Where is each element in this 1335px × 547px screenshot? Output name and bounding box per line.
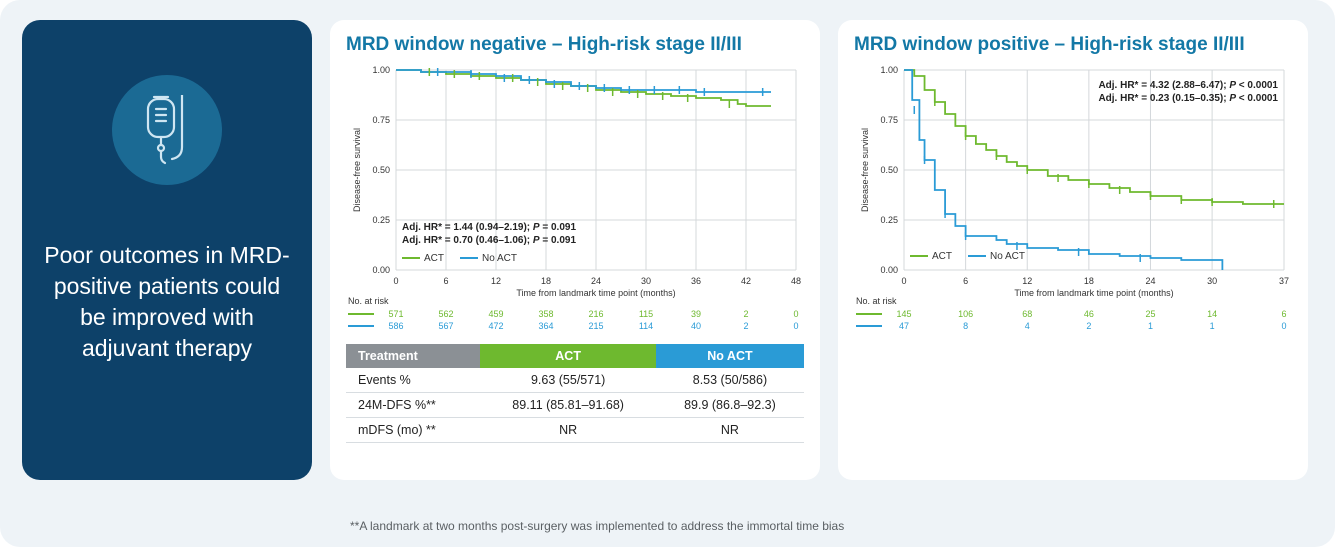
table-header: No ACT xyxy=(656,344,804,368)
footnote: **A landmark at two months post-surgery … xyxy=(350,519,844,533)
svg-text:145: 145 xyxy=(896,309,911,319)
svg-text:39: 39 xyxy=(691,309,701,319)
svg-text:1: 1 xyxy=(1210,321,1215,331)
table-row: mDFS (mo) **NRNR xyxy=(346,418,804,443)
svg-text:571: 571 xyxy=(388,309,403,319)
svg-text:Adj. HR* = 4.32 (2.88–6.47); P: Adj. HR* = 4.32 (2.88–6.47); P < 0.0001 xyxy=(1098,80,1278,91)
svg-text:6: 6 xyxy=(1281,309,1286,319)
summary-text: Poor outcomes in MRD-positive patients c… xyxy=(22,240,312,364)
svg-text:0: 0 xyxy=(793,321,798,331)
table-row: 24M-DFS %**89.11 (85.81–91.68)89.9 (86.8… xyxy=(346,393,804,418)
svg-text:2: 2 xyxy=(743,321,748,331)
svg-text:115: 115 xyxy=(639,309,653,319)
svg-text:2: 2 xyxy=(1086,321,1091,331)
svg-text:Adj. HR* = 0.23 (0.15–0.35); P: Adj. HR* = 0.23 (0.15–0.35); P < 0.0001 xyxy=(1098,93,1278,104)
svg-text:0.00: 0.00 xyxy=(372,265,390,275)
svg-text:14: 14 xyxy=(1207,309,1217,319)
svg-text:4: 4 xyxy=(1025,321,1030,331)
infographic-container: Poor outcomes in MRD-positive patients c… xyxy=(0,0,1335,547)
svg-text:68: 68 xyxy=(1022,309,1032,319)
table-header: ACT xyxy=(480,344,655,368)
svg-text:37: 37 xyxy=(1279,276,1289,286)
svg-text:0.75: 0.75 xyxy=(372,115,390,125)
panel-title-positive: MRD window positive – High-risk stage II… xyxy=(854,34,1292,56)
svg-text:0: 0 xyxy=(393,276,398,286)
svg-text:48: 48 xyxy=(791,276,801,286)
svg-text:Adj. HR* = 1.44 (0.94–2.19); P: Adj. HR* = 1.44 (0.94–2.19); P = 0.091 xyxy=(402,222,576,233)
iv-bag-icon xyxy=(136,95,198,165)
svg-text:Disease-free survival: Disease-free survival xyxy=(860,128,870,212)
svg-text:472: 472 xyxy=(488,321,503,331)
svg-text:ACT: ACT xyxy=(424,253,444,264)
svg-text:42: 42 xyxy=(741,276,751,286)
svg-text:114: 114 xyxy=(639,321,653,331)
svg-text:586: 586 xyxy=(388,321,403,331)
svg-text:30: 30 xyxy=(1207,276,1217,286)
svg-text:40: 40 xyxy=(691,321,701,331)
svg-text:0.00: 0.00 xyxy=(880,265,898,275)
table-row: Events %9.63 (55/571)8.53 (50/586) xyxy=(346,368,804,393)
svg-text:6: 6 xyxy=(963,276,968,286)
svg-text:24: 24 xyxy=(591,276,601,286)
table-negative: TreatmentACTNo ACT Events %9.63 (55/571)… xyxy=(346,344,804,443)
svg-text:No. at risk: No. at risk xyxy=(348,296,389,306)
svg-text:36: 36 xyxy=(691,276,701,286)
svg-text:106: 106 xyxy=(958,309,973,319)
summary-card: Poor outcomes in MRD-positive patients c… xyxy=(22,20,312,480)
svg-text:567: 567 xyxy=(438,321,453,331)
svg-text:0.75: 0.75 xyxy=(880,115,898,125)
svg-text:0.25: 0.25 xyxy=(880,215,898,225)
km-chart-positive: 0.000.250.500.751.00061218243037Disease-… xyxy=(854,60,1292,338)
svg-text:0.25: 0.25 xyxy=(372,215,390,225)
svg-text:0.50: 0.50 xyxy=(372,165,390,175)
svg-text:215: 215 xyxy=(588,321,603,331)
panel-title-negative: MRD window negative – High-risk stage II… xyxy=(346,34,804,56)
svg-text:ACT: ACT xyxy=(932,251,952,262)
svg-text:8: 8 xyxy=(963,321,968,331)
svg-text:1: 1 xyxy=(1148,321,1153,331)
svg-text:Disease-free survival: Disease-free survival xyxy=(352,128,362,212)
svg-text:6: 6 xyxy=(443,276,448,286)
svg-text:0: 0 xyxy=(793,309,798,319)
svg-text:216: 216 xyxy=(588,309,603,319)
svg-text:2: 2 xyxy=(743,309,748,319)
svg-text:Time from landmark time point: Time from landmark time point (months) xyxy=(1014,288,1173,298)
svg-text:47: 47 xyxy=(899,321,909,331)
svg-text:459: 459 xyxy=(488,309,503,319)
svg-text:0.50: 0.50 xyxy=(880,165,898,175)
svg-text:12: 12 xyxy=(1022,276,1032,286)
svg-text:0: 0 xyxy=(901,276,906,286)
km-chart-negative: 0.000.250.500.751.000612182430364248Dise… xyxy=(346,60,804,338)
svg-text:Time from landmark time point: Time from landmark time point (months) xyxy=(516,288,675,298)
svg-text:1.00: 1.00 xyxy=(372,65,390,75)
svg-text:No ACT: No ACT xyxy=(990,251,1025,262)
svg-text:1.00: 1.00 xyxy=(880,65,898,75)
svg-text:562: 562 xyxy=(438,309,453,319)
svg-text:46: 46 xyxy=(1084,309,1094,319)
svg-text:30: 30 xyxy=(641,276,651,286)
svg-text:364: 364 xyxy=(538,321,553,331)
svg-text:18: 18 xyxy=(541,276,551,286)
panel-mrd-negative: MRD window negative – High-risk stage II… xyxy=(330,20,820,480)
svg-text:358: 358 xyxy=(538,309,553,319)
iv-bag-icon-circle xyxy=(112,75,222,185)
panel-mrd-positive: MRD window positive – High-risk stage II… xyxy=(838,20,1308,480)
svg-text:No ACT: No ACT xyxy=(482,253,517,264)
svg-text:25: 25 xyxy=(1145,309,1155,319)
svg-text:12: 12 xyxy=(491,276,501,286)
svg-text:0: 0 xyxy=(1281,321,1286,331)
svg-text:24: 24 xyxy=(1145,276,1155,286)
svg-text:No. at risk: No. at risk xyxy=(856,296,897,306)
svg-text:Adj. HR* = 0.70 (0.46–1.06); P: Adj. HR* = 0.70 (0.46–1.06); P = 0.091 xyxy=(402,235,576,246)
table-header: Treatment xyxy=(346,344,480,368)
svg-text:18: 18 xyxy=(1084,276,1094,286)
